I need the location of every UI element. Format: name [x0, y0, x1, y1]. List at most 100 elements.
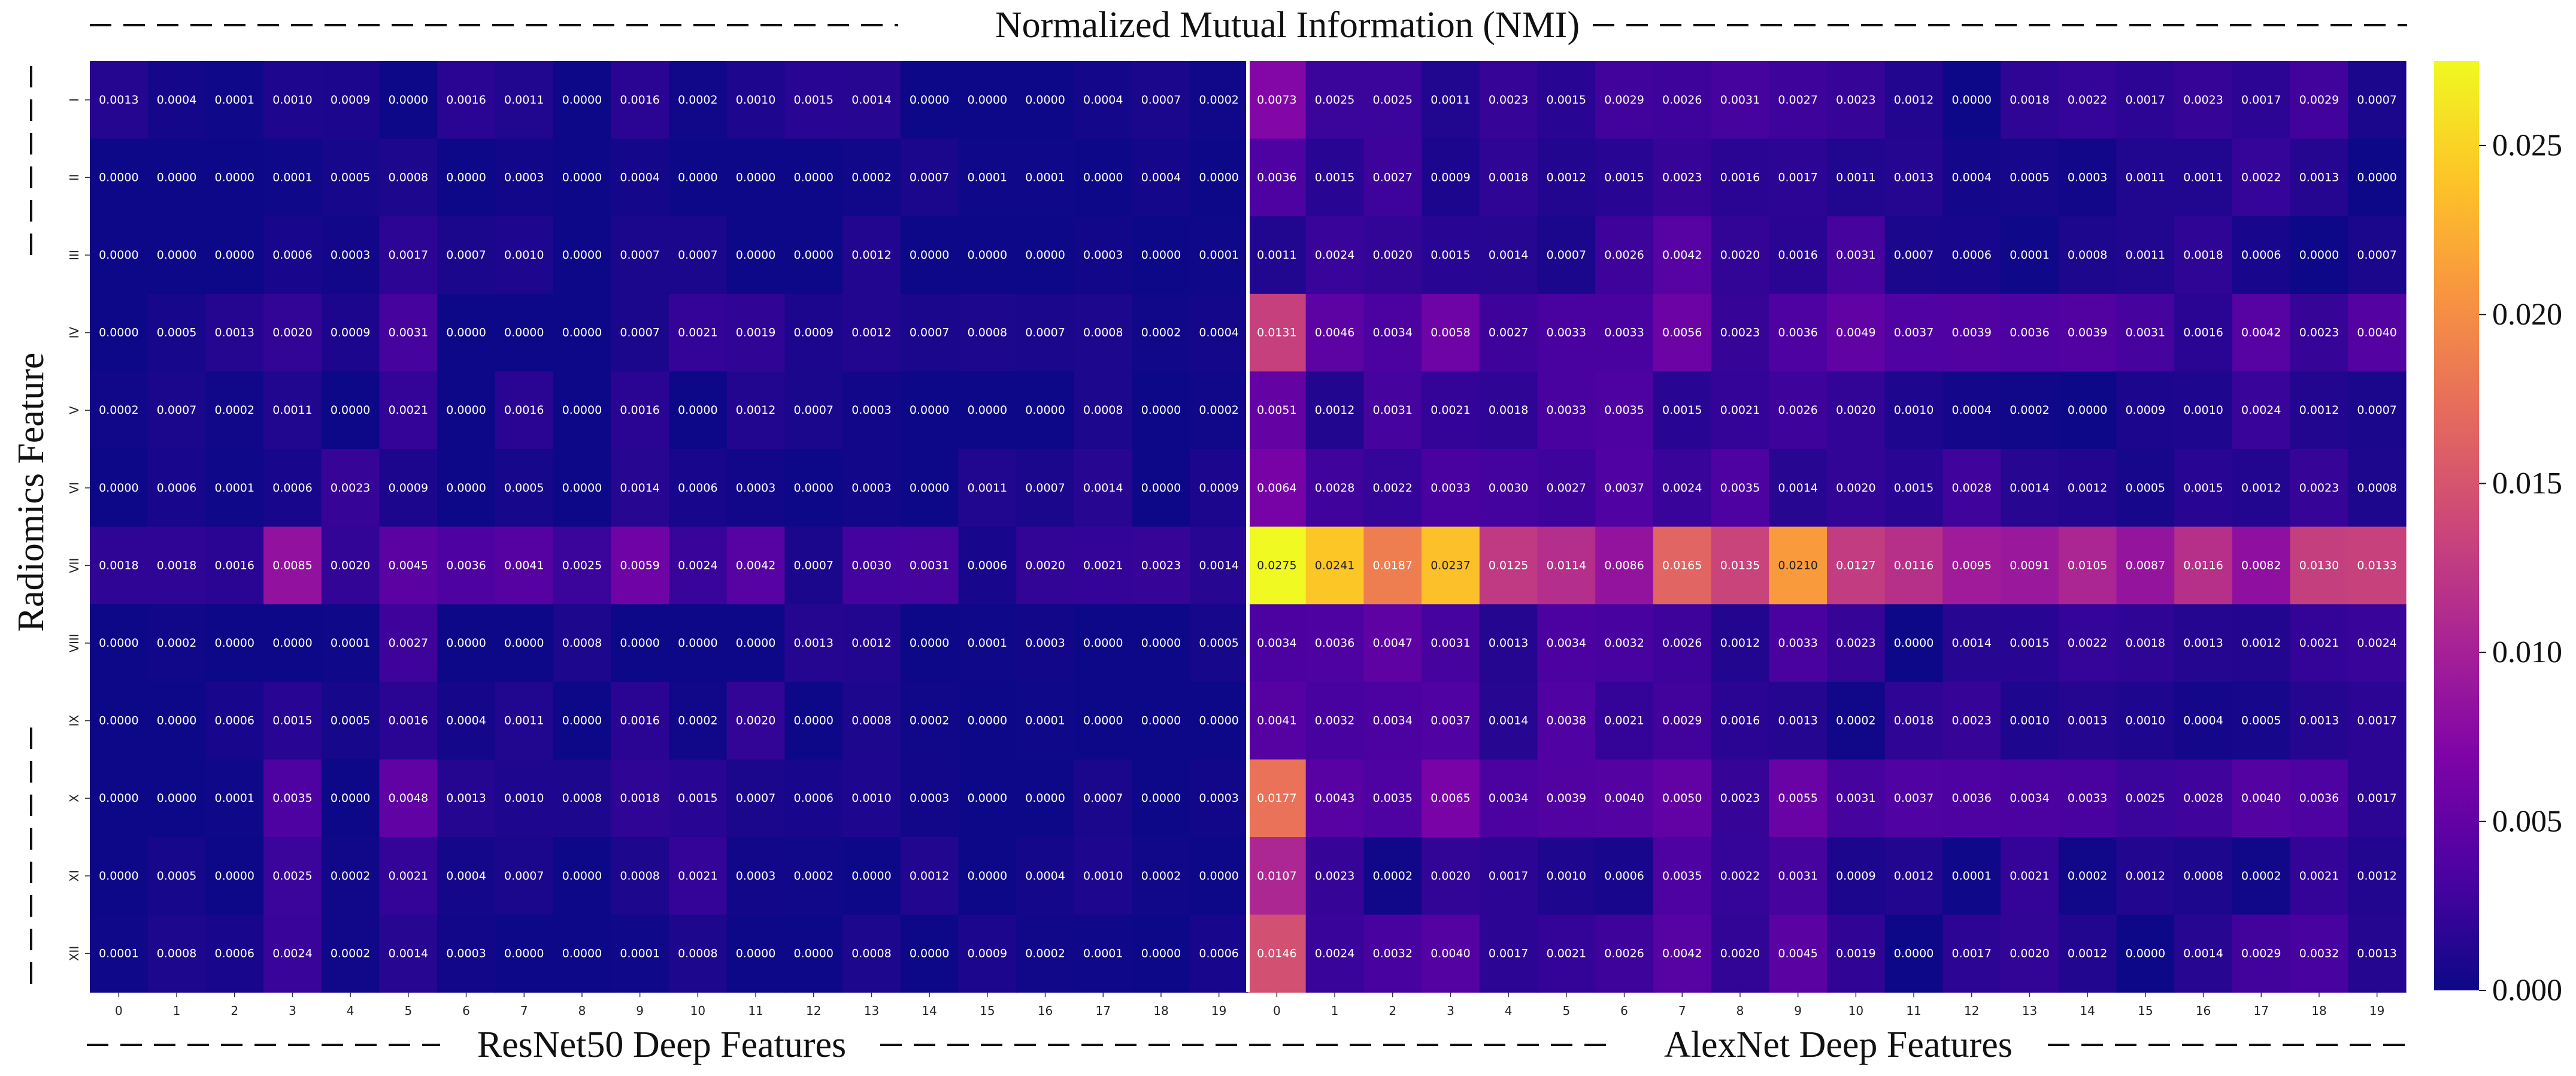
cell-value-label: 0.0032: [2299, 947, 2339, 960]
heatmap-cell: [1422, 61, 1480, 140]
cell-value-label: 0.0000: [968, 869, 1007, 883]
x-tick-label: 5: [1562, 1004, 1570, 1018]
cell-value-label: 0.0014: [389, 947, 428, 960]
cell-value-label: 0.0116: [1894, 559, 1933, 572]
cell-value-label: 0.0008: [620, 869, 659, 883]
heatmap-cell: [2348, 837, 2407, 916]
cell-value-label: 0.0039: [1952, 326, 1992, 340]
cell-value-label: 0.0003: [1199, 792, 1238, 805]
heatmap-cell: [2348, 138, 2407, 217]
heatmap-cell: [1537, 914, 1596, 993]
heatmap-cell: [263, 681, 322, 760]
cell-value-label: 0.0007: [446, 248, 486, 262]
x-tick-label: 18: [1153, 1004, 1168, 1018]
heatmap-cell: [90, 371, 149, 450]
heatmap-cell: [2232, 681, 2291, 760]
heatmap-cell: [1711, 681, 1769, 760]
heatmap-cell: [900, 759, 959, 838]
heatmap-cell: [1479, 681, 1538, 760]
heatmap-cell: [437, 449, 496, 528]
heatmap-cell: [1942, 837, 2001, 916]
heatmap-cell: [437, 759, 496, 838]
cell-value-label: 0.0275: [1257, 559, 1296, 572]
heatmap-cell: [1537, 526, 1596, 605]
heatmap-cell: [2001, 604, 2059, 683]
cell-value-label: 0.0008: [2357, 481, 2396, 495]
cell-value-label: 0.0011: [504, 714, 544, 728]
x-tick-label: 4: [1505, 1004, 1513, 1018]
heatmap-cell: [1132, 61, 1190, 140]
cell-value-label: 0.0009: [2126, 404, 2165, 417]
heatmap-cell: [1769, 914, 1828, 993]
heatmap-cell: [1132, 914, 1190, 993]
heatmap-cell: [1074, 837, 1133, 916]
heatmap-cell: [669, 371, 728, 450]
heatmap-cell: [1363, 61, 1422, 140]
heatmap-cell: [1942, 681, 2001, 760]
cell-value-label: 0.0091: [2010, 559, 2049, 572]
cell-value-label: 0.0013: [1778, 714, 1817, 728]
heatmap-cell: [2290, 914, 2348, 993]
heatmap-cell: [2001, 138, 2059, 217]
heatmap-cell: [2116, 371, 2175, 450]
y-tick-label: XII: [67, 946, 81, 962]
cell-value-label: 0.0013: [1489, 636, 1528, 650]
cell-value-label: 0.0005: [504, 481, 544, 495]
cell-value-label: 0.0010: [504, 248, 544, 262]
cell-value-label: 0.0004: [620, 171, 659, 184]
cell-value-label: 0.0042: [1662, 947, 1702, 960]
heatmap-cell: [2058, 293, 2117, 372]
heatmap-cell: [1537, 216, 1596, 295]
cell-value-label: 0.0014: [1952, 636, 1992, 650]
cell-value-label: 0.0002: [157, 636, 196, 650]
heatmap-cell: [437, 293, 496, 372]
cell-value-label: 0.0014: [620, 481, 659, 495]
heatmap-cell: [1016, 604, 1075, 683]
cell-value-label: 0.0006: [272, 248, 312, 262]
heatmap-cell: [1479, 371, 1538, 450]
heatmap-cell: [2058, 914, 2117, 993]
heatmap-cell: [1884, 914, 1943, 993]
x-tick-label: 13: [864, 1004, 879, 1018]
heatmap-cell: [1769, 449, 1828, 528]
cell-value-label: 0.0017: [389, 248, 428, 262]
cell-value-label: 0.0046: [1315, 326, 1354, 340]
heatmap-cell: [1595, 61, 1654, 140]
cell-value-label: 0.0026: [1778, 404, 1817, 417]
heatmap-cell: [2116, 526, 2175, 605]
heatmap-cell: [2058, 526, 2117, 605]
heatmap-cell: [2290, 681, 2348, 760]
heatmap-cell: [958, 914, 1017, 993]
cell-value-label: 0.0003: [851, 481, 891, 495]
heatmap-cell: [2348, 61, 2407, 140]
y-tick-label: VIII: [67, 634, 81, 652]
x-tick-label: 10: [1848, 1004, 1863, 1018]
heatmap-cell: [1942, 138, 2001, 217]
cell-value-label: 0.0008: [562, 792, 602, 805]
cell-value-label: 0.0035: [272, 792, 312, 805]
heatmap-cell: [1016, 449, 1075, 528]
heatmap-cell: [1479, 837, 1538, 916]
heatmap-cell: [611, 61, 669, 140]
heatmap-cell: [321, 371, 380, 450]
heatmap-cell: [1827, 604, 1886, 683]
cell-value-label: 0.0002: [1199, 404, 1238, 417]
heatmap-cell: [437, 914, 496, 993]
cell-value-label: 0.0024: [2241, 404, 2281, 417]
cell-value-label: 0.0010: [2183, 404, 2223, 417]
cell-value-label: 0.0004: [2183, 714, 2223, 728]
cell-value-label: 0.0010: [736, 93, 775, 107]
heatmap-cell: [321, 914, 380, 993]
x-tick-label: 9: [636, 1004, 644, 1018]
heatmap-cell: [379, 61, 438, 140]
cell-value-label: 0.0031: [1431, 636, 1470, 650]
heatmap-cell: [1422, 759, 1480, 838]
cell-value-label: 0.0040: [1431, 947, 1470, 960]
heatmap-cell: [147, 293, 206, 372]
cell-value-label: 0.0013: [794, 636, 834, 650]
heatmap-cell: [1942, 604, 2001, 683]
cell-value-label: 0.0002: [1373, 869, 1413, 883]
cell-value-label: 0.0000: [736, 171, 775, 184]
heatmap-cell: [1248, 681, 1307, 760]
heatmap-cell: [1074, 914, 1133, 993]
